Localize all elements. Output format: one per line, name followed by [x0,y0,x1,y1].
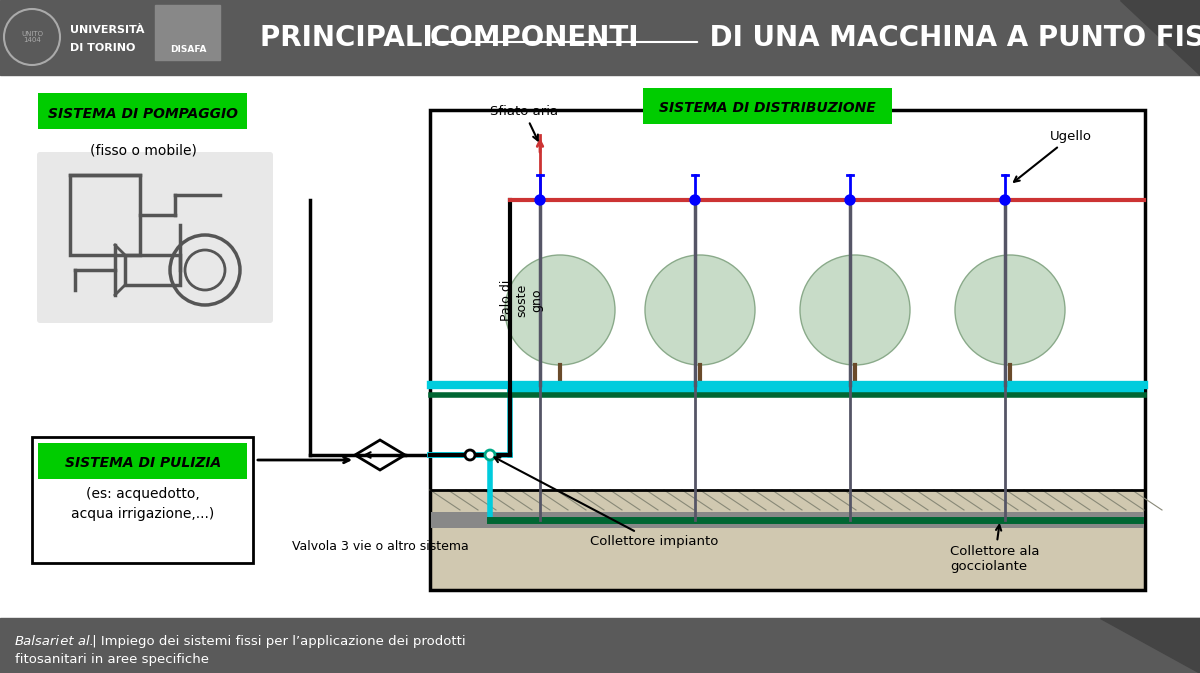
Text: UNIVERSITÀ: UNIVERSITÀ [70,25,144,35]
Text: Valvola 3 vie o altro sistema: Valvola 3 vie o altro sistema [292,540,468,553]
Circle shape [690,195,700,205]
Text: (fisso o mobile): (fisso o mobile) [90,143,197,157]
Bar [431,111,1144,589]
Bar [155,5,220,60]
Text: fitosanitari in aree specifiche: fitosanitari in aree specifiche [14,653,209,666]
Bar [0,618,1200,673]
Text: Palo di
soste
gno: Palo di soste gno [500,279,544,321]
Bar [0,0,1200,75]
Polygon shape [1120,0,1200,75]
FancyBboxPatch shape [643,88,892,124]
Text: | Impiego dei sistemi fissi per l’applicazione dei prodotti: | Impiego dei sistemi fissi per l’applic… [88,635,466,648]
Text: Balsari: Balsari [14,635,60,648]
Text: Sfiato aria: Sfiato aria [490,105,558,141]
Text: et al.: et al. [56,635,94,648]
Polygon shape [1100,618,1200,673]
Circle shape [1000,195,1010,205]
Text: (es: acquedotto,: (es: acquedotto, [86,487,200,501]
Text: DI TORINO: DI TORINO [70,43,136,53]
Text: UNITO
1404: UNITO 1404 [22,30,43,44]
Circle shape [646,255,755,365]
Text: SISTEMA DI PULIZIA: SISTEMA DI PULIZIA [65,456,221,470]
Text: DISAFA: DISAFA [169,46,206,55]
Circle shape [485,450,496,460]
FancyBboxPatch shape [32,437,253,563]
Bar [431,512,1144,528]
Text: COMPONENTI: COMPONENTI [430,24,640,52]
Text: PRINCIPALI: PRINCIPALI [260,24,443,52]
Text: SISTEMA DI POMPAGGIO: SISTEMA DI POMPAGGIO [48,107,238,121]
Circle shape [535,195,545,205]
Text: SISTEMA DI DISTRIBUZIONE: SISTEMA DI DISTRIBUZIONE [659,101,875,115]
Circle shape [466,450,475,460]
Text: Collettore impianto: Collettore impianto [494,458,719,548]
Text: DI UNA MACCHINA A PUNTO FISSO: DI UNA MACCHINA A PUNTO FISSO [700,24,1200,52]
FancyBboxPatch shape [37,152,274,323]
Bar [125,255,180,285]
Bar [70,175,140,255]
Bar [431,490,1144,589]
Text: Collettore ala
gocciolante: Collettore ala gocciolante [950,525,1039,573]
Circle shape [505,255,616,365]
Circle shape [845,195,854,205]
Text: Ugello: Ugello [1014,130,1092,182]
Text: acqua irrigazione,...): acqua irrigazione,...) [71,507,215,521]
Circle shape [955,255,1066,365]
FancyBboxPatch shape [38,93,247,129]
FancyBboxPatch shape [38,443,247,479]
Bar [430,110,1145,590]
Circle shape [800,255,910,365]
